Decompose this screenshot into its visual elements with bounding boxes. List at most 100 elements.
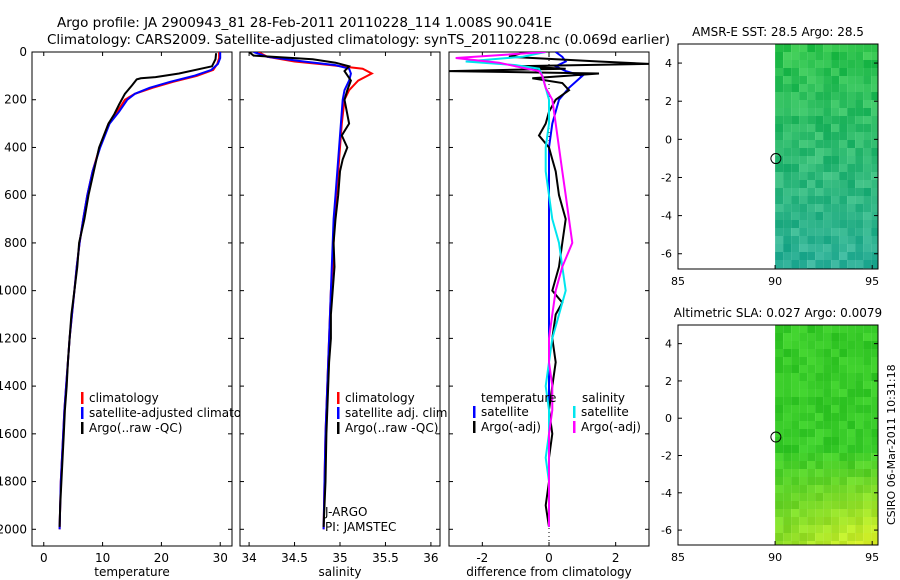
- legend-entry: climatology: [89, 391, 159, 405]
- figure-title-line1: Argo profile: JA 2900943_81 28-Feb-2011 …: [57, 15, 552, 31]
- sla-map-cell: [815, 429, 824, 437]
- sla-map-cell: [871, 509, 878, 517]
- sst-map-cell: [783, 204, 792, 212]
- sla-map-cell: [775, 477, 784, 485]
- y-tick-label: 1200: [0, 331, 27, 345]
- sst-map-cell: [823, 140, 832, 148]
- sla-map-cell: [863, 445, 872, 453]
- sla-map-cell: [815, 421, 824, 429]
- sla-map-cell: [775, 381, 784, 389]
- sst-map-cell: [855, 84, 864, 92]
- sst-map-cell: [871, 156, 878, 164]
- sla-map-cell: [839, 501, 848, 509]
- sla-map-cell: [799, 333, 808, 341]
- sla-map-cell: [863, 381, 872, 389]
- sla-map-panel: Altimetric SLA: 0.027 Argo: 0.0079 4 2 0 -2 -…: [661, 306, 882, 564]
- sla-map-cell: [847, 517, 856, 525]
- sla-map-cell: [775, 493, 784, 501]
- sst-map-cell: [783, 100, 792, 108]
- sla-map-cell: [799, 485, 808, 493]
- sst-map-cell: [863, 164, 872, 172]
- sst-map-cell: [807, 116, 816, 124]
- sla-map-cell: [847, 469, 856, 477]
- legend-entry: Argo(..raw -QC): [89, 421, 182, 435]
- sla-map-cell: [855, 325, 864, 333]
- sla-map-cell: [815, 365, 824, 373]
- sst-map-cell: [815, 60, 824, 68]
- sst-map-cell: [791, 148, 800, 156]
- sst-map-cell: [855, 260, 864, 268]
- sst-map-cell: [799, 180, 808, 188]
- sla-map-cell: [839, 477, 848, 485]
- sla-map-cell: [855, 341, 864, 349]
- sst-map-cell: [823, 220, 832, 228]
- sla-map-cell: [791, 333, 800, 341]
- sla-map-cell: [847, 525, 856, 533]
- sst-map-cell: [783, 196, 792, 204]
- sst-map-cell: [775, 164, 784, 172]
- sla-map-cell: [831, 429, 840, 437]
- sst-map-cell: [863, 100, 872, 108]
- sla-map-cell: [807, 357, 816, 365]
- sst-map-cell: [783, 60, 792, 68]
- salinity-series-argo-raw-qc: [248, 52, 353, 527]
- sst-map-cell: [791, 236, 800, 244]
- sla-map-cell: [799, 373, 808, 381]
- sst-map-cell: [855, 60, 864, 68]
- sst-map-cell: [831, 252, 840, 260]
- y-tick-label: 200: [4, 93, 27, 107]
- sst-map-cell: [863, 124, 872, 132]
- sst-map-cell: [791, 204, 800, 212]
- sla-map-cell: [871, 357, 878, 365]
- sst-map-cell: [815, 244, 824, 252]
- sst-map-cell: [815, 84, 824, 92]
- sst-map-x-tick-label: 95: [865, 275, 879, 288]
- sla-map-cell: [799, 469, 808, 477]
- sla-map-cell: [815, 525, 824, 533]
- difference-x-axis-label: difference from climatology: [466, 565, 632, 579]
- sla-map-cell: [831, 389, 840, 397]
- sst-map-cell: [791, 260, 800, 268]
- legend-entry: satellite: [581, 405, 629, 419]
- sla-map-cell: [871, 477, 878, 485]
- sla-map-x-tick-label: 95: [865, 551, 879, 564]
- sst-map-cell: [823, 100, 832, 108]
- sst-map-cell: [823, 148, 832, 156]
- sst-map-cell: [791, 52, 800, 60]
- sla-map-cell: [863, 365, 872, 373]
- sla-map-cell: [791, 365, 800, 373]
- sst-map-cell: [775, 260, 784, 268]
- sst-map-cell: [855, 92, 864, 100]
- sla-map-cell: [791, 397, 800, 405]
- sst-map-cell: [863, 44, 872, 52]
- sla-map-cell: [863, 349, 872, 357]
- sla-map-cell: [791, 325, 800, 333]
- sla-map-cell: [831, 501, 840, 509]
- sst-map-cell: [847, 116, 856, 124]
- sla-map-cell: [783, 357, 792, 365]
- sla-map-cell: [831, 477, 840, 485]
- sst-map-cell: [831, 76, 840, 84]
- sla-map-cell: [815, 389, 824, 397]
- sla-map-cell: [791, 525, 800, 533]
- sla-map-cell: [855, 533, 864, 541]
- sst-map-y-tick-label: 0: [665, 133, 672, 146]
- sst-map-cell: [783, 44, 792, 52]
- sla-map-cell: [831, 525, 840, 533]
- sla-map-cell: [823, 493, 832, 501]
- sst-map-cell: [791, 220, 800, 228]
- sst-map-cell: [791, 60, 800, 68]
- sla-map-cell: [863, 333, 872, 341]
- sla-map-cell: [807, 461, 816, 469]
- sla-map-cell: [823, 461, 832, 469]
- sst-map-cell: [847, 84, 856, 92]
- sla-map-cell: [855, 477, 864, 485]
- sst-map-cell: [799, 252, 808, 260]
- sla-map-y-tick-label: 0: [665, 412, 672, 425]
- sla-map-cell: [823, 333, 832, 341]
- sst-map-cell: [799, 196, 808, 204]
- sst-map-cell: [823, 156, 832, 164]
- sst-map-cell: [871, 172, 878, 180]
- sla-map-cell: [775, 525, 784, 533]
- sst-map-cell: [823, 236, 832, 244]
